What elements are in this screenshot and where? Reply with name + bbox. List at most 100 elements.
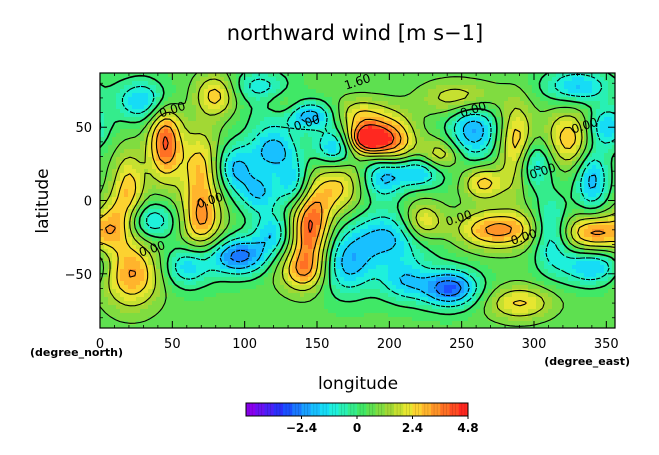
contour-cell — [240, 213, 245, 218]
contour-cell — [404, 137, 409, 142]
contour-cell — [588, 153, 593, 158]
contour-cell — [264, 93, 269, 98]
contour-cell — [168, 93, 173, 98]
contour-cell — [396, 225, 401, 230]
contour-cell — [460, 213, 465, 218]
contour-cell — [128, 133, 133, 138]
contour-cell — [300, 137, 305, 142]
contour-cell — [332, 77, 337, 82]
contour-cell — [268, 129, 273, 134]
contour-cell — [184, 209, 189, 214]
contour-cell — [588, 213, 593, 218]
contour-cell — [408, 125, 413, 130]
contour-cell — [236, 201, 241, 206]
contour-cell — [268, 133, 273, 138]
contour-cell — [348, 201, 353, 206]
contour-cell — [104, 157, 109, 162]
contour-cell — [380, 221, 385, 226]
contour-cell — [336, 77, 341, 82]
contour-cell — [200, 105, 205, 110]
contour-cell — [312, 129, 317, 134]
contour-cell — [444, 137, 449, 142]
contour-cell — [412, 197, 417, 202]
contour-cell — [576, 173, 581, 178]
contour-cell — [604, 193, 609, 198]
contour-cell — [116, 209, 121, 214]
contour-cell — [256, 217, 261, 222]
contour-cell — [484, 205, 489, 210]
contour-cell — [352, 149, 357, 154]
contour-cell — [420, 113, 425, 118]
contour-cell — [232, 85, 237, 90]
contour-cell — [508, 205, 513, 210]
contour-cell — [304, 197, 309, 202]
contour-cell — [528, 173, 533, 178]
contour-cell — [216, 221, 221, 226]
contour-cell — [276, 113, 281, 118]
contour-cell — [116, 157, 121, 162]
contour-cell — [556, 137, 561, 142]
contour-cell — [364, 137, 369, 142]
contour-cell — [356, 117, 361, 122]
contour-cell — [584, 153, 589, 158]
contour-cell — [460, 93, 465, 98]
contour-cell — [464, 181, 469, 186]
contour-cell — [100, 197, 105, 202]
contour-cell — [204, 141, 209, 146]
contour-cell — [328, 221, 333, 226]
contour-cell — [432, 193, 437, 198]
contour-cell — [112, 77, 117, 82]
contour-cell — [296, 101, 301, 106]
contour-cell — [256, 213, 261, 218]
contour-cell — [456, 109, 461, 114]
contour-cell — [276, 181, 281, 186]
contour-cell — [316, 201, 321, 206]
contour-cell — [100, 73, 105, 78]
contour-cell — [100, 85, 105, 90]
contour-cell — [348, 73, 353, 78]
contour-cell — [168, 177, 173, 182]
contour-cell — [224, 205, 229, 210]
contour-cell — [556, 185, 561, 190]
contour-cell — [116, 125, 121, 130]
contour-cell — [320, 93, 325, 98]
contour-cell — [248, 129, 253, 134]
contour-cell — [236, 149, 241, 154]
contour-cell — [352, 225, 357, 230]
contour-cell — [220, 201, 225, 206]
contour-cell — [448, 169, 453, 174]
contour-cell — [372, 213, 377, 218]
contour-cell — [184, 137, 189, 142]
contour-cell — [472, 93, 477, 98]
contour-cell — [112, 97, 117, 102]
contour-cell — [108, 185, 113, 190]
contour-cell — [216, 145, 221, 150]
contour-cell — [144, 189, 149, 194]
contour-cell — [420, 105, 425, 110]
contour-cell — [244, 161, 249, 166]
contour-cell — [252, 97, 257, 102]
contour-cell — [364, 125, 369, 130]
contour-cell — [436, 109, 441, 114]
contour-cell — [452, 89, 457, 94]
contour-cell — [172, 185, 177, 190]
contour-cell — [120, 105, 125, 110]
contour-cell — [376, 137, 381, 142]
contour-cell — [596, 129, 601, 134]
contour-cell — [592, 97, 597, 102]
contour-cell — [252, 133, 257, 138]
contour-cell — [392, 141, 397, 146]
contour-cell — [368, 177, 373, 182]
contour-cell — [512, 133, 517, 138]
contour-cell — [280, 165, 285, 170]
contour-cell — [460, 89, 465, 94]
contour-cell — [444, 185, 449, 190]
contour-cell — [216, 189, 221, 194]
contour-cell — [568, 213, 573, 218]
contour-cell — [336, 173, 341, 178]
contour-cell — [212, 193, 217, 198]
contour-cell — [380, 181, 385, 186]
contour-cell — [408, 109, 413, 114]
contour-cell — [428, 209, 433, 214]
contour-cell — [112, 125, 117, 130]
